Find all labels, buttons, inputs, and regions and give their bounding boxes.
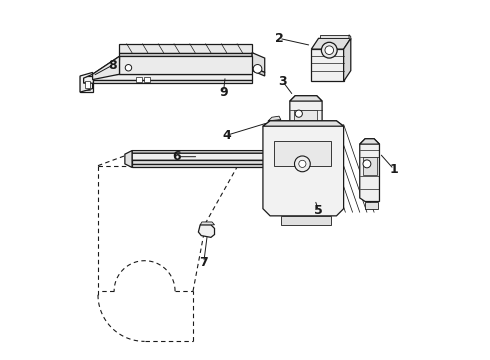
Polygon shape <box>263 121 343 126</box>
Circle shape <box>325 46 334 54</box>
Polygon shape <box>363 157 377 175</box>
Polygon shape <box>311 49 343 81</box>
Circle shape <box>294 156 310 172</box>
Polygon shape <box>290 96 322 101</box>
Polygon shape <box>200 222 215 225</box>
Text: 9: 9 <box>219 86 228 99</box>
Polygon shape <box>80 72 93 92</box>
Polygon shape <box>132 164 315 167</box>
Polygon shape <box>349 35 351 40</box>
Circle shape <box>363 160 371 168</box>
Polygon shape <box>311 39 351 49</box>
Bar <box>144 77 150 82</box>
Polygon shape <box>120 53 252 56</box>
Circle shape <box>295 110 302 117</box>
Text: 3: 3 <box>278 75 287 88</box>
Polygon shape <box>365 202 378 209</box>
Circle shape <box>125 64 132 71</box>
Polygon shape <box>198 225 215 237</box>
Polygon shape <box>269 118 290 131</box>
Polygon shape <box>297 142 315 148</box>
Polygon shape <box>263 121 343 216</box>
Polygon shape <box>269 116 281 121</box>
Polygon shape <box>252 53 265 72</box>
Text: 4: 4 <box>222 129 231 142</box>
Circle shape <box>299 160 306 167</box>
Polygon shape <box>125 150 132 167</box>
Bar <box>85 81 90 88</box>
Text: 5: 5 <box>314 204 323 217</box>
Polygon shape <box>252 67 265 76</box>
Bar <box>136 77 142 82</box>
Polygon shape <box>120 44 252 53</box>
Polygon shape <box>80 76 93 92</box>
Circle shape <box>253 64 262 73</box>
Polygon shape <box>132 160 315 164</box>
Text: 2: 2 <box>275 32 283 45</box>
Text: 6: 6 <box>172 150 181 163</box>
Polygon shape <box>252 53 259 62</box>
Text: 7: 7 <box>199 256 208 269</box>
Polygon shape <box>93 74 252 80</box>
Polygon shape <box>120 56 252 74</box>
Polygon shape <box>93 56 120 80</box>
Circle shape <box>321 42 337 58</box>
Polygon shape <box>294 110 317 130</box>
Polygon shape <box>132 149 322 160</box>
Text: 8: 8 <box>108 59 117 72</box>
Polygon shape <box>360 139 379 202</box>
Polygon shape <box>93 80 252 83</box>
Polygon shape <box>281 216 331 225</box>
Polygon shape <box>360 139 379 144</box>
Polygon shape <box>290 96 322 142</box>
Polygon shape <box>343 39 351 81</box>
Text: 1: 1 <box>390 163 398 176</box>
Polygon shape <box>132 147 322 153</box>
Polygon shape <box>274 140 331 166</box>
Polygon shape <box>93 56 120 78</box>
Polygon shape <box>320 35 349 39</box>
